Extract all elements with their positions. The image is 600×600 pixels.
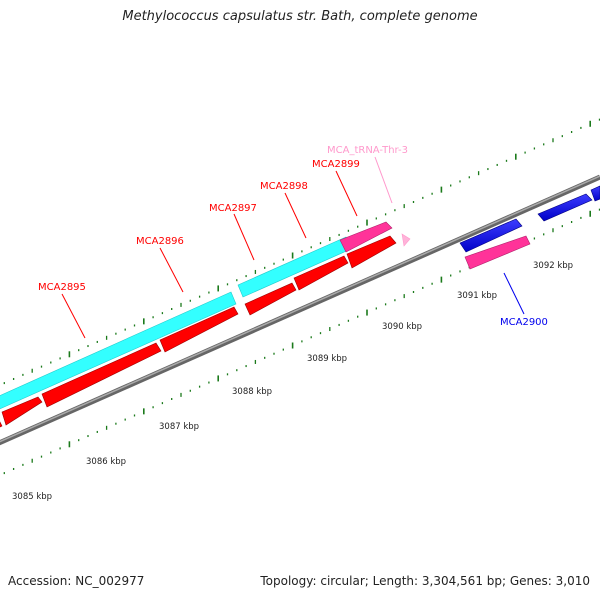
- gene-label-mca2899: MCA2899: [312, 159, 360, 170]
- genome-summary: Topology: circular; Length: 3,304,561 bp…: [260, 574, 590, 588]
- trna-feature: [401, 233, 411, 247]
- scale-tick-label: 3088 kbp: [232, 387, 272, 397]
- gene-feature: [346, 235, 397, 269]
- gene-label-mca2897: MCA2897: [209, 203, 257, 214]
- gene-label-mca2896: MCA2896: [136, 236, 184, 247]
- trna-feature: [339, 221, 393, 253]
- scale-tick-label: 3090 kbp: [382, 322, 422, 332]
- grid-dots: [3, 118, 600, 475]
- gene-feature: [537, 193, 593, 222]
- gene-label-mca2900: MCA2900: [500, 317, 548, 328]
- highlight-band: [0, 236, 352, 410]
- gene-label-mca2898: MCA2898: [260, 181, 308, 192]
- trna-feature: [464, 235, 531, 270]
- gene-feature: [1, 396, 43, 426]
- gene-feature: [41, 342, 162, 408]
- gene-label-mca2895: MCA2895: [38, 282, 86, 293]
- cds-forward-track: [0, 221, 411, 428]
- gene-feature: [244, 282, 297, 316]
- scale-tick-label: 3092 kbp: [533, 261, 573, 271]
- scale-tick-label: 3087 kbp: [159, 422, 199, 432]
- leader-lines: [61, 156, 525, 339]
- scale-tick-label: 3085 kbp: [12, 492, 52, 502]
- gene-feature: [0, 421, 3, 428]
- gene-feature: [293, 255, 349, 291]
- scale-tick-label: 3086 kbp: [86, 457, 126, 467]
- scale-tick-label: 3091 kbp: [457, 291, 497, 301]
- gene-feature: [459, 218, 523, 253]
- map-title: Methylococcus capsulatus str. Bath, comp…: [122, 9, 478, 24]
- gene-feature: [159, 306, 239, 353]
- scale-labels: 3085 kbp 3086 kbp 3087 kbp 3088 kbp 3089…: [12, 261, 573, 502]
- accession-label: Accession: NC_002977: [8, 574, 145, 588]
- cds-reverse-track: [459, 185, 600, 270]
- gene-feature: [590, 185, 600, 202]
- gene-labels: MCA2895 MCA2896 MCA2897 MCA2898 MCA2899 …: [38, 145, 548, 328]
- scale-tick-label: 3089 kbp: [307, 354, 347, 364]
- backbone: [0, 174, 600, 446]
- gene-label-mca-trna-thr-3: MCA_tRNA-Thr-3: [327, 145, 408, 156]
